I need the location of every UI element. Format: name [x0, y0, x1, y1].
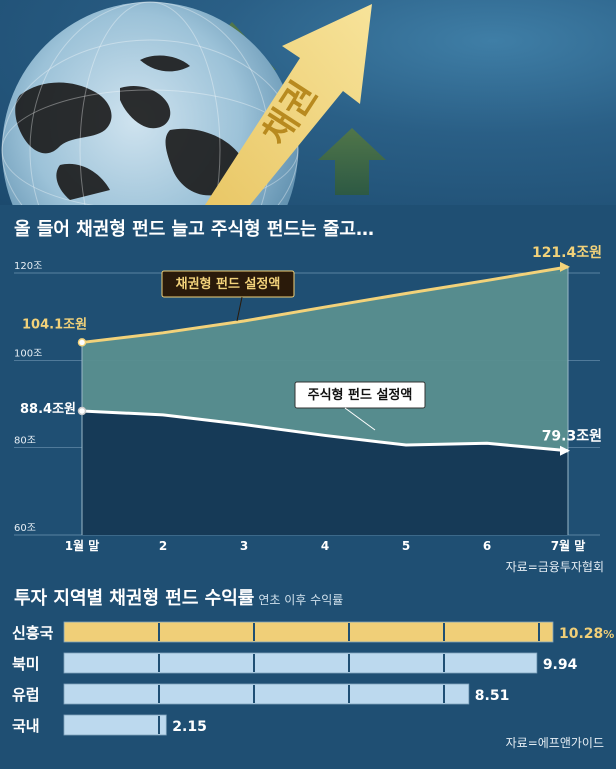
callout-leader [236, 296, 243, 322]
y-tick-label: 80조 [14, 436, 36, 447]
bar-value: 2.15 [172, 719, 207, 735]
hero-illustration: 채권 [0, 0, 616, 205]
x-tick-label: 1월 말 [65, 538, 100, 553]
chart1-title: 올 들어 채권형 펀드 늘고 주식형 펀드는 줄고… [14, 219, 374, 240]
bar-value: 10.28 [559, 626, 603, 642]
y-tick-label: 100조 [14, 348, 42, 359]
x-tick-label: 2 [159, 539, 167, 553]
bond-point [77, 338, 87, 347]
data-label: 88.4조원 [20, 402, 76, 417]
data-label: 104.1조원 [22, 317, 87, 332]
fund-balance-chart: 60조 80조 100조 120조 1월 말 2 3 4 5 6 7월 말 104.1조원 121.4조… [14, 245, 602, 553]
bond-point [560, 261, 570, 272]
bar-unit: % [603, 628, 614, 641]
bar-value-label: 2.15 [172, 719, 207, 735]
continents [15, 55, 244, 200]
x-tick-label: 7월 말 [551, 538, 586, 553]
chart2-subtitle: 연초 이후 수익률 [258, 593, 344, 607]
x-tick-label: 3 [240, 539, 248, 553]
bar-category-label: 국내 [12, 717, 40, 735]
bar-value: 9.94 [543, 657, 578, 673]
data-label: 121.4조원 [532, 245, 602, 261]
bar-value-label: 10.28% [559, 626, 614, 642]
bond-area [82, 266, 568, 451]
chart2-source: 자료=에프앤가이드 [505, 736, 604, 750]
data-label: 79.3조원 [542, 429, 602, 445]
chart2-title: 투자 지역별 채권형 펀드 수익률 연초 이후 수익률 [14, 584, 343, 610]
x-tick-label: 4 [321, 539, 329, 553]
bar-value-label: 9.94 [543, 657, 578, 673]
bond-arrow-icon [205, 4, 372, 205]
bar [63, 714, 167, 736]
bar-category-label: 북미 [12, 655, 40, 673]
bar [63, 652, 538, 674]
series-label: 주식형 펀드 설정액 [308, 387, 413, 403]
bar [63, 683, 470, 705]
return-bar-chart: 신흥국 10.28% 북미 9.94 유럽 8.51 국내 2.15 [12, 621, 614, 736]
bar-category-label: 유럽 [12, 686, 40, 704]
chart2-title-text: 투자 지역별 채권형 펀드 수익률 [14, 588, 255, 609]
hero-svg: 채권 [1, 1, 386, 205]
stock-area [82, 410, 568, 535]
x-tick-label: 6 [483, 539, 491, 553]
arrow-icon [318, 128, 386, 195]
bar-category-label: 신흥국 [12, 624, 54, 642]
stock-line [81, 409, 569, 453]
series-callout [161, 270, 295, 298]
chart1-source: 자료=금융투자협회 [505, 560, 604, 574]
stock-point [77, 406, 87, 416]
bar-value-label: 8.51 [475, 688, 510, 704]
bar-value: 8.51 [475, 688, 510, 704]
bar [63, 621, 554, 643]
series-callout [294, 381, 426, 409]
stock-point [560, 445, 570, 456]
bond-line [81, 265, 569, 344]
y-tick-label: 60조 [14, 523, 36, 534]
callout-leader [344, 407, 376, 431]
x-tick-label: 5 [402, 539, 410, 553]
series-label: 채권형 펀드 설정액 [176, 276, 281, 292]
y-tick-label: 120조 [14, 261, 42, 272]
